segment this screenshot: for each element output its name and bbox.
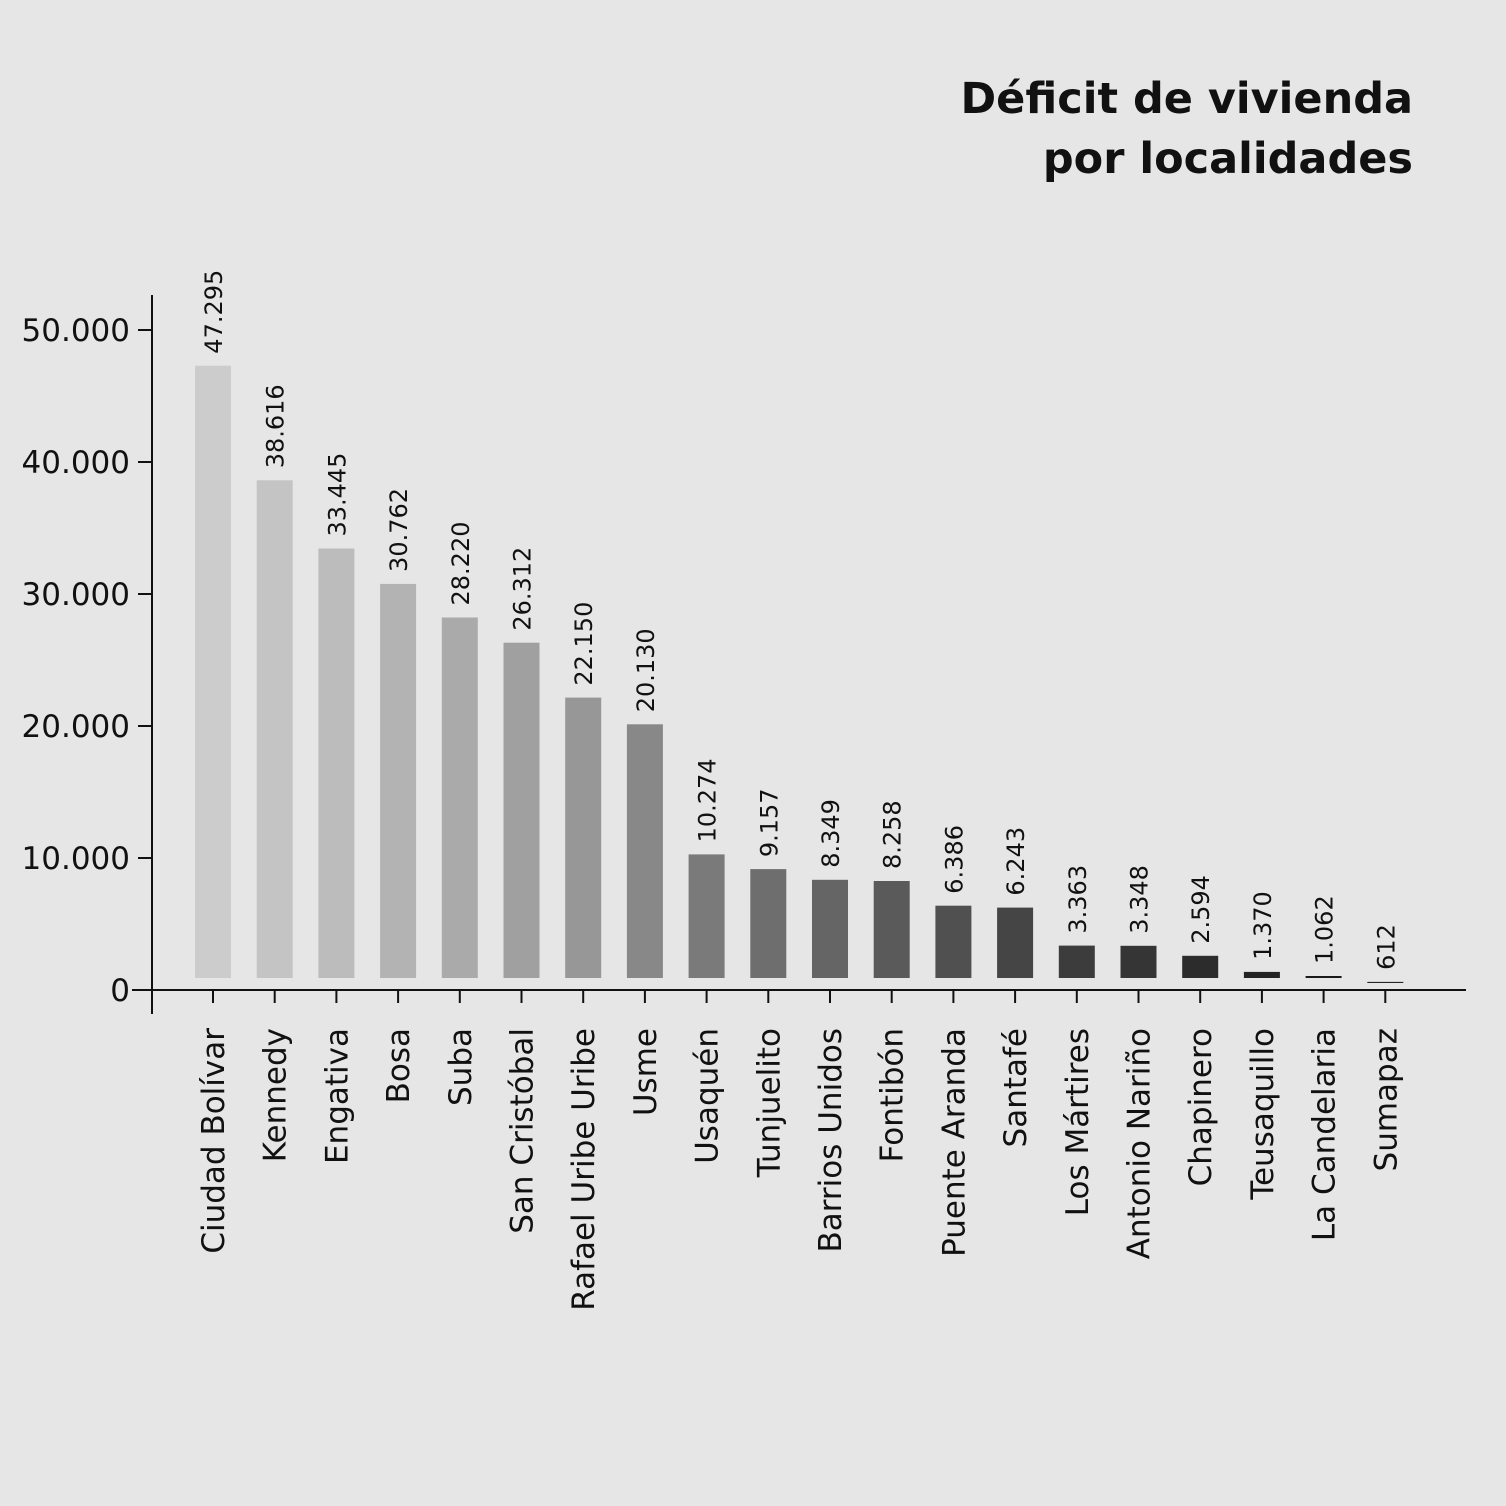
value-label: 26.312 — [509, 547, 537, 631]
category-label: Rafael Uribe Uribe — [566, 1028, 602, 1311]
bar — [997, 907, 1034, 978]
value-label: 6.243 — [1002, 827, 1030, 896]
category-label: Chapinero — [1183, 1028, 1219, 1186]
bar — [626, 724, 663, 978]
category-label: Kennedy — [258, 1028, 294, 1162]
bar — [935, 905, 972, 978]
chart-title-line-2: por localidades — [1042, 134, 1413, 184]
category-label: Engativa — [319, 1028, 355, 1164]
category-label: Barrios Unidos — [813, 1028, 849, 1253]
value-label: 1.062 — [1311, 895, 1339, 964]
value-label: 33.445 — [323, 453, 351, 537]
y-tick-label: 0 — [110, 973, 130, 1009]
value-label: 3.363 — [1064, 865, 1092, 934]
bar — [318, 548, 355, 978]
bar — [688, 854, 725, 978]
category-label: Los Mártires — [1060, 1028, 1096, 1216]
bar — [503, 642, 540, 978]
value-label: 22.150 — [570, 602, 598, 686]
bar — [565, 697, 602, 978]
category-label: Suba — [443, 1028, 479, 1106]
value-label: 8.349 — [817, 799, 845, 868]
bar — [812, 879, 848, 978]
bar — [256, 480, 293, 978]
category-label: San Cristóbal — [505, 1028, 541, 1234]
value-label: 612 — [1372, 924, 1400, 970]
value-label: 9.157 — [755, 788, 783, 857]
category-label: Santafé — [998, 1028, 1034, 1147]
category-label: La Candelaria — [1307, 1028, 1343, 1241]
value-label: 28.220 — [447, 522, 475, 606]
y-tick-label: 40.000 — [22, 445, 130, 481]
bar — [1120, 945, 1157, 978]
value-label: 20.130 — [632, 628, 660, 712]
value-label: 10.274 — [694, 758, 722, 842]
value-label: 38.616 — [262, 384, 290, 468]
value-label: 30.762 — [385, 488, 413, 572]
bar — [750, 869, 787, 978]
value-label: 3.348 — [1126, 865, 1154, 934]
value-label: 6.386 — [940, 825, 968, 894]
category-label: Teusaquillo — [1245, 1028, 1281, 1201]
category-label: Sumapaz — [1368, 1028, 1404, 1171]
bar — [1182, 955, 1219, 978]
bar — [1367, 981, 1404, 983]
category-label: Usme — [628, 1028, 664, 1116]
category-label: Puente Aranda — [936, 1028, 972, 1257]
y-tick-label: 30.000 — [22, 577, 130, 613]
category-label: Tunjuelito — [751, 1028, 787, 1178]
bar — [1305, 976, 1342, 978]
bar — [1243, 971, 1280, 978]
bar — [380, 583, 417, 978]
value-label: 2.594 — [1187, 875, 1215, 944]
chart-title-line-1: Déficit de vivienda — [960, 74, 1413, 124]
category-label: Usaquén — [690, 1028, 726, 1164]
y-tick-label: 10.000 — [22, 841, 130, 877]
value-label: 8.258 — [879, 800, 907, 869]
bar — [1058, 945, 1095, 978]
category-label: Fontibón — [875, 1028, 911, 1162]
y-tick-label: 20.000 — [22, 709, 130, 745]
category-label: Bosa — [381, 1028, 417, 1103]
value-label: 47.295 — [200, 270, 228, 354]
category-label: Antonio Nariño — [1122, 1028, 1158, 1259]
bar — [873, 881, 910, 978]
y-tick-label: 50.000 — [22, 313, 130, 349]
value-label: 1.370 — [1249, 891, 1277, 960]
bar — [441, 617, 478, 978]
category-label: Ciudad Bolívar — [196, 1028, 232, 1254]
bar — [195, 365, 231, 978]
